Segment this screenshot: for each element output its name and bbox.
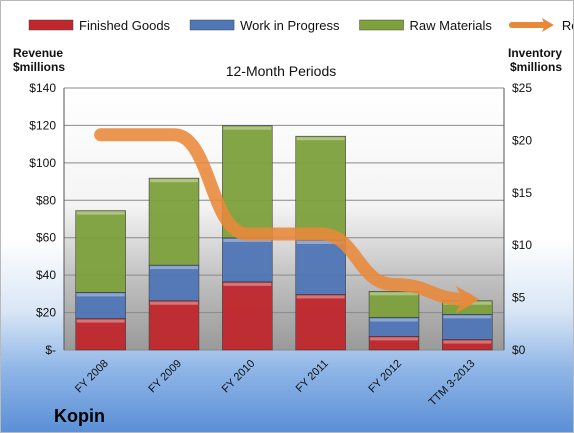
bar-work-in-progress [222, 237, 273, 283]
bar-highlight [296, 240, 345, 244]
revenue-line [94, 128, 474, 306]
left-tick-label: $- [45, 343, 56, 357]
bar-highlight [370, 318, 418, 322]
bar-work-in-progress [75, 292, 126, 319]
plot-area [64, 88, 504, 350]
right-tick-label: $0 [512, 343, 526, 357]
category-label: FY 2008 [73, 358, 111, 396]
bar-highlight [223, 282, 272, 286]
bar-work-in-progress [442, 314, 493, 340]
bar-highlight [223, 126, 272, 130]
right-tick-label: $15 [512, 186, 532, 200]
right-tick-label: $5 [512, 291, 526, 305]
right-axis-title-line1: Inventory [508, 46, 562, 60]
bar-work-in-progress [148, 264, 200, 302]
category-label: FY 2011 [294, 358, 331, 395]
bar-finished-goods [295, 294, 346, 351]
legend-label-finished-goods: Finished Goods [79, 18, 171, 33]
legend-arrow-icon [541, 18, 554, 32]
bar-highlight [76, 319, 125, 323]
bar-raw-materials [295, 135, 346, 241]
bar-raw-materials [75, 210, 126, 293]
category-label: FY 2009 [146, 358, 184, 396]
company-name: Kopin [54, 406, 105, 426]
left-tick-label: $40 [36, 268, 56, 282]
left-tick-label: $140 [29, 81, 56, 95]
bar-finished-goods [75, 318, 126, 351]
bar-highlight [76, 211, 125, 215]
bar-finished-goods [148, 300, 200, 351]
chart-subtitle: 12-Month Periods [226, 63, 337, 79]
bar-highlight [443, 340, 492, 344]
right-tick-label: $20 [512, 133, 532, 147]
bar-highlight [296, 137, 345, 141]
legend-label-revenue: Revenue [562, 18, 573, 33]
left-tick-label: $80 [36, 193, 56, 207]
legend-swatch-finished-goods [28, 19, 74, 31]
category-label: FY 2012 [366, 358, 404, 396]
bar-work-in-progress [295, 239, 346, 295]
left-tick-label: $100 [29, 156, 56, 170]
right-axis-title-line2: $millions [510, 60, 562, 74]
left-tick-label: $60 [36, 231, 56, 245]
bar-highlight [150, 266, 198, 270]
left-axis-title-line2: $millions [13, 60, 65, 74]
right-tick-label: $10 [512, 238, 532, 252]
bar-highlight [76, 293, 125, 297]
bar-highlight [150, 179, 198, 183]
category-label: FY 2010 [220, 358, 258, 396]
legend-swatch-work-in-progress [189, 19, 235, 31]
bar-highlight [296, 295, 345, 299]
legend-label-raw-materials: Raw Materials [410, 18, 493, 33]
revenue-arrowhead [455, 285, 480, 314]
bar-raw-materials [148, 177, 200, 266]
bar-raw-materials [368, 291, 420, 318]
left-tick-label: $120 [29, 118, 56, 132]
category-label: TTM 3-2013 [427, 358, 478, 409]
bar-highlight [370, 337, 418, 341]
bar-highlight [150, 301, 198, 305]
left-axis-title-line1: Revenue [13, 46, 63, 60]
legend-swatch-raw-materials [359, 19, 404, 31]
legend-label-work-in-progress: Work in Progress [240, 18, 340, 33]
bar-finished-goods [222, 281, 273, 351]
left-tick-label: $20 [36, 306, 56, 320]
right-tick-label: $25 [512, 81, 532, 95]
bar-highlight [370, 292, 418, 296]
bar-highlight [443, 315, 492, 319]
